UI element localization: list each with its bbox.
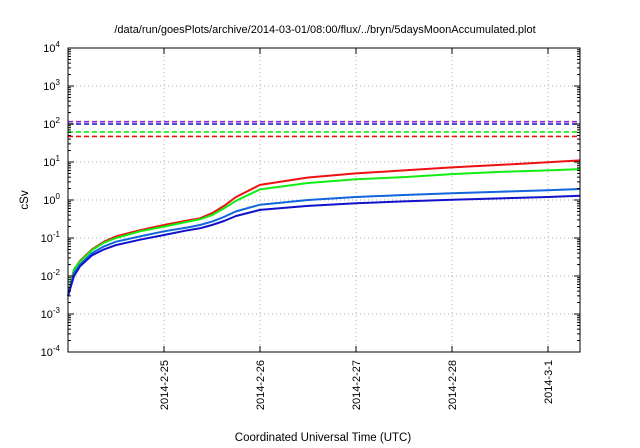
y-tick-label: 101 [43,154,60,169]
y-tick-label: 100 [43,192,60,207]
x-tick-label: 2014-2-25 [159,360,171,410]
series-line [67,168,581,297]
x-axis-label: Coordinated Universal Time (UTC) [235,432,412,444]
y-tick-label: 10-2 [41,268,61,283]
y-tick-label: 104 [43,40,60,55]
y-axis-label: cSv [19,190,31,209]
y-tick-label: 102 [43,116,60,131]
chart-title: /data/run/goesPlots/archive/2014-03-01/0… [114,24,535,36]
y-tick-label: 10-3 [41,306,61,321]
x-tick-label: 2014-2-26 [255,360,267,410]
y-tick-label: 10-4 [41,344,61,359]
series-line [67,188,581,297]
y-tick-label: 103 [43,78,60,93]
x-tick-label: 2014-2-27 [351,360,363,410]
series-layer [67,120,581,297]
series-line [67,194,581,297]
x-tick-label: 2014-3-1 [543,360,555,404]
axis-ticks: 10-4 10-3 10-2 10-1 100 101 102 103 104 2014-2-25… [41,40,580,410]
x-tick-label: 2014-2-28 [447,360,459,410]
y-tick-label: 10-1 [41,230,61,245]
